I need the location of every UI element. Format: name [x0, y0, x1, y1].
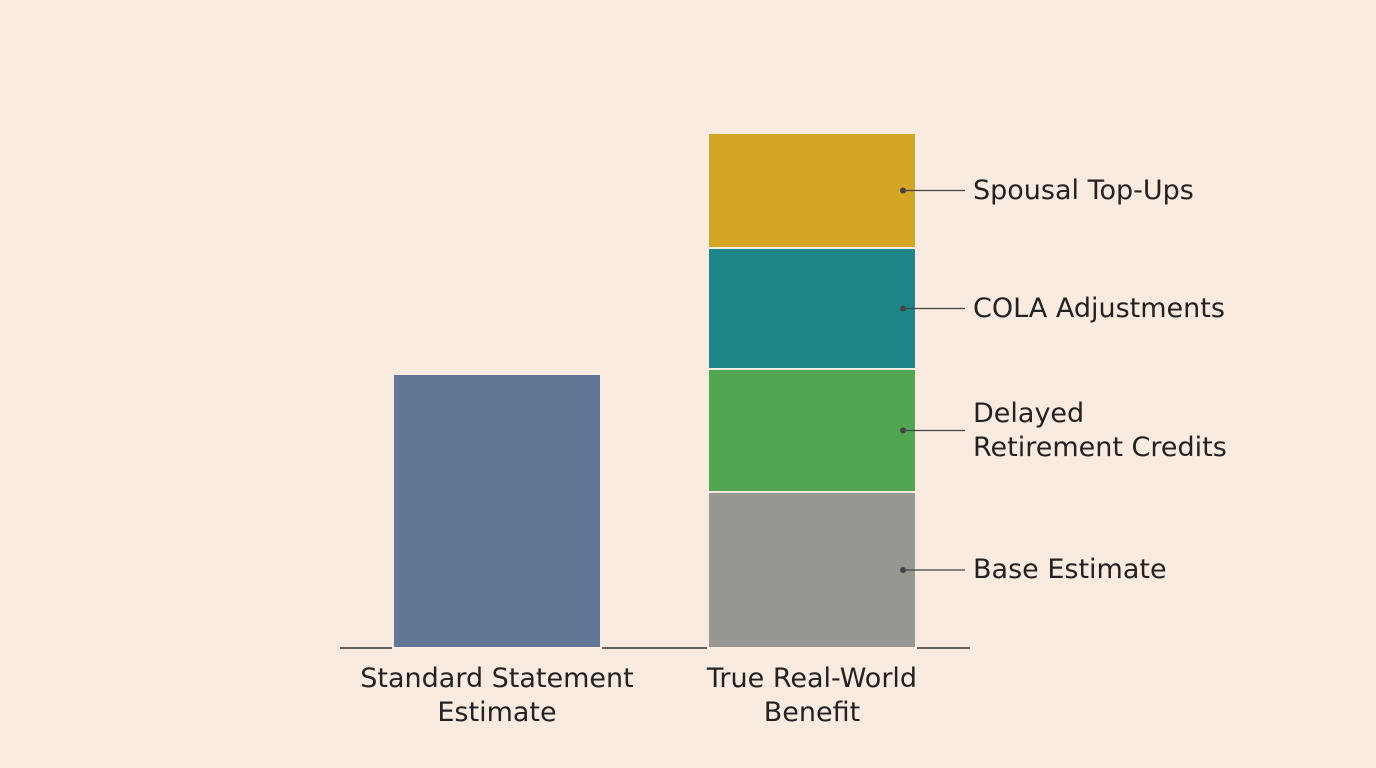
bar-segment — [707, 247, 917, 370]
segment-label: Delayed Retirement Credits — [973, 397, 1227, 463]
bar-segment — [392, 373, 602, 649]
segment-label: Spousal Top-Ups — [973, 174, 1194, 206]
bar-segment — [707, 132, 917, 249]
bar-segment — [707, 491, 917, 649]
x-tick-label: Standard Statement Estimate — [360, 663, 634, 728]
bar-segment — [707, 368, 917, 493]
segment-label: Base Estimate — [973, 554, 1167, 585]
x-tick-label: True Real-World Benefit — [706, 663, 918, 728]
segment-label: COLA Adjustments — [973, 292, 1225, 324]
